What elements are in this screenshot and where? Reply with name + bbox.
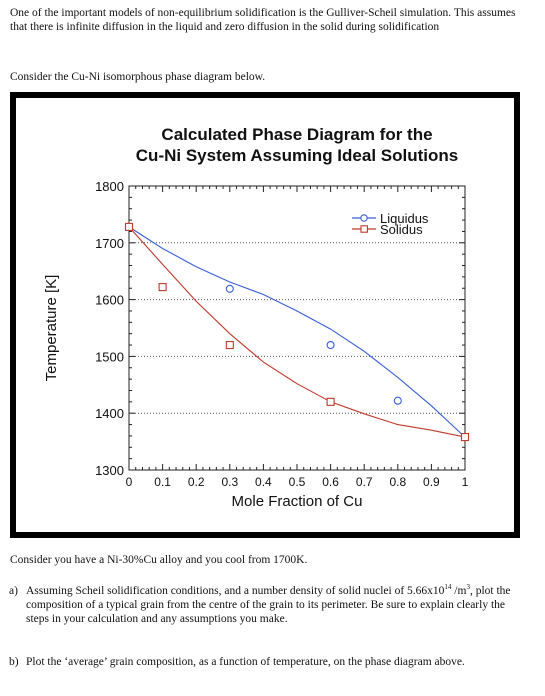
solidus-marker xyxy=(124,222,134,231)
legend-label-liquidus: Liquidus xyxy=(380,211,429,226)
y-tick-label: 1700 xyxy=(95,236,124,251)
question-a: a) Assuming Scheil solidification condit… xyxy=(9,583,530,626)
solidus-marker xyxy=(225,340,234,350)
solidus-marker xyxy=(326,397,335,406)
solidus-marker xyxy=(460,433,470,442)
liquidus-marker xyxy=(393,396,402,405)
x-tick-label: 0.4 xyxy=(255,475,272,489)
question-a-text-1: Assuming Scheil solidification condition… xyxy=(26,585,445,597)
question-a-exponent-1: 14 xyxy=(444,583,452,592)
liquidus-marker xyxy=(326,340,335,350)
legend-marker-circle xyxy=(360,214,368,222)
y-tick-label: 1800 xyxy=(95,179,124,194)
question-a-exponent-2: 3 xyxy=(466,583,470,592)
y-axis-label: Temperature [K] xyxy=(43,275,60,382)
x-tick-label: 0.1 xyxy=(154,475,171,489)
chart-title-line-2: Cu-Ni System Assuming Ideal Solutions xyxy=(136,146,458,165)
phase-diagram-chart: Calculated Phase Diagram for the Cu-Ni Sy… xyxy=(43,125,470,510)
question-a-label: a) xyxy=(9,585,18,597)
y-tick-label: 1500 xyxy=(95,349,124,364)
x-tick-label: 0.9 xyxy=(423,475,440,489)
x-tick-label: 0.5 xyxy=(289,475,306,489)
question-b-text: Plot the ‘average’ grain composition, as… xyxy=(26,656,465,668)
x-tick-label: 0.3 xyxy=(221,475,238,489)
series-line-solidus xyxy=(128,226,466,438)
x-tick-label: 0.2 xyxy=(188,475,205,489)
legend-marker-square xyxy=(360,225,368,233)
x-tick-label: 0 xyxy=(126,475,133,489)
diagram-intro-text: Consider the Cu-Ni isomorphous phase dia… xyxy=(10,71,266,83)
x-tick-label: 0.8 xyxy=(389,475,406,489)
question-a-text-2: /m xyxy=(451,585,467,597)
question-b-label: b) xyxy=(9,656,19,668)
x-tick-label: 1 xyxy=(462,475,469,489)
liquidus-marker xyxy=(225,284,234,293)
y-tick-label: 1300 xyxy=(95,463,124,478)
x-tick-label: 0.7 xyxy=(356,475,373,489)
question-a-text-3: , plot the composition of a typical grai… xyxy=(26,585,511,625)
y-tick-label: 1400 xyxy=(95,406,124,421)
phase-diagram-frame: Calculated Phase Diagram for the Cu-Ni Sy… xyxy=(10,92,520,538)
y-tick-label: 1600 xyxy=(95,293,124,308)
question-b: b) Plot the ‘average’ grain composition,… xyxy=(9,655,530,669)
x-tick-label: 0.6 xyxy=(322,475,339,489)
chart-title-line-1: Calculated Phase Diagram for the xyxy=(161,125,432,144)
alloy-intro-text: Consider you have a Ni-30%Cu alloy and y… xyxy=(10,554,308,566)
solidus-marker xyxy=(158,283,167,292)
intro-paragraph: One of the important models of non-equil… xyxy=(10,7,516,33)
legend-label-solidus: Solidus xyxy=(380,222,423,237)
x-axis-label: Mole Fraction of Cu xyxy=(232,493,363,510)
series-line-liquidus xyxy=(128,226,466,438)
